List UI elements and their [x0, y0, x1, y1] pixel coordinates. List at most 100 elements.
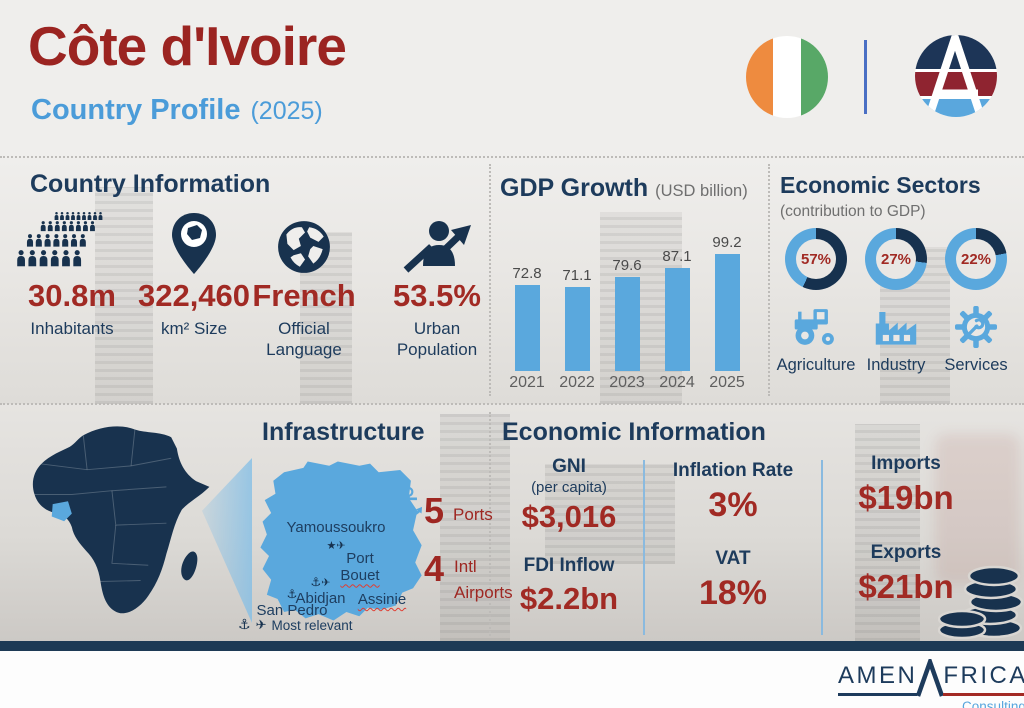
port-anchor-icon: ⚓ — [286, 587, 298, 601]
population-crowd-icon — [14, 206, 130, 276]
city-label-yamoussoukro: Yamoussoukro ★✈ — [266, 519, 406, 554]
tractor-icon — [793, 304, 839, 350]
cote-divoire-highlight — [51, 501, 72, 522]
stat-label: km² Size — [160, 318, 228, 338]
inflation-stat: Inflation Rate 3% — [648, 460, 818, 525]
stat-label: Exports — [870, 542, 942, 563]
stat-sublabel: (per capita) — [531, 478, 607, 496]
cote-divoire-map: Yamoussoukro ★✈ Port Bouet ⚓✈ Abidjan As… — [238, 455, 433, 633]
city-name: Yamoussoukro — [286, 519, 386, 536]
stat-label: Inflation Rate — [672, 460, 794, 481]
sector-label: Industry — [866, 356, 926, 374]
stat-label: FDI Inflow — [523, 555, 615, 576]
bar-value-label: 71.1 — [562, 267, 592, 284]
x-tick-label: 2025 — [709, 374, 745, 391]
city-label-assinie: Assinie — [346, 591, 418, 608]
bar-column-2024: 87.1 2024 — [652, 226, 702, 392]
page-subtitle: Country Profile (2025) — [31, 94, 323, 127]
stat-urban-population: 53.5% Urban Population — [378, 206, 496, 360]
bar-column-2023: 79.6 2023 — [602, 226, 652, 392]
industry-donut-chart: 27% — [865, 228, 927, 290]
fdi-stat: FDI Inflow $2.2bn — [495, 555, 643, 617]
city-name: Abidjan — [295, 590, 346, 608]
stat-inhabitants: 30.8m Inhabitants — [14, 206, 130, 339]
gdp-bar — [514, 285, 540, 371]
column-divider — [643, 460, 645, 635]
stat-label: Urban Population — [396, 318, 478, 359]
airports-stat: 4 Intl Airports — [424, 548, 520, 607]
divider — [489, 164, 491, 396]
gdp-bar-chart: 72.8 2021 71.1 2022 79.6 2023 87.1 2024 … — [502, 226, 760, 392]
factory-icon — [874, 304, 918, 350]
header-separator — [864, 40, 867, 114]
gdp-bar — [564, 287, 590, 371]
page-title: Côte d'Ivoire — [28, 15, 347, 77]
airport-plane-icon: ✈ — [321, 576, 331, 589]
sector-industry: 27% Industry — [856, 228, 936, 375]
agriculture-donut-chart: 57% — [785, 228, 847, 290]
services-donut-chart: 22% — [945, 228, 1007, 290]
divider — [489, 412, 491, 636]
gni-stat: GNI (per capita) $3,016 — [495, 456, 643, 535]
gdp-bar — [714, 254, 740, 371]
brand-amen: AMEN — [838, 662, 918, 696]
city-label-port-bouet: Port Bouet — [328, 550, 392, 585]
airports-count: 4 — [424, 548, 445, 589]
gdp-title-unit: (USD billion) — [655, 182, 748, 200]
country-information-title: Country Information — [30, 170, 271, 198]
economic-sectors-subtitle: (contribution to GDP) — [780, 203, 926, 220]
donut-percent-label: 22% — [960, 250, 992, 268]
stat-value: $2.2bn — [519, 580, 619, 616]
vat-stat: VAT 18% — [648, 548, 818, 613]
exports-stat: Exports $21bn — [826, 542, 986, 606]
airport-plane-icon: ✈ — [336, 539, 346, 553]
stat-value: $3,016 — [521, 498, 617, 534]
footer: AMEN FRICA Consulting — [0, 651, 1024, 708]
stat-label: Inhabitants — [30, 318, 114, 338]
x-tick-label: 2022 — [559, 374, 595, 391]
x-tick-label: 2023 — [609, 374, 645, 391]
airport-plane-icon: ✈ — [255, 617, 267, 633]
bar-value-label: 87.1 — [662, 248, 692, 265]
middle-divider — [0, 403, 1024, 405]
cote-divoire-flag-icon — [746, 36, 828, 118]
bar-value-label: 99.2 — [712, 234, 742, 251]
map-legend: ⚓ ✈ Most relevant — [238, 617, 388, 633]
economic-information-title: Economic Information — [502, 418, 766, 446]
gdp-bar — [614, 277, 640, 371]
subtitle-year: (2025) — [250, 97, 323, 125]
column-divider — [821, 460, 823, 635]
stat-size: 322,460 km² Size — [134, 206, 254, 339]
gdp-bar — [664, 268, 690, 371]
background-photo-top — [0, 157, 1024, 404]
bar-column-2025: 99.2 2025 — [702, 226, 752, 392]
stat-label: Imports — [871, 453, 941, 474]
subtitle-text: Country Profile — [31, 94, 241, 126]
stat-value: 3% — [708, 485, 758, 524]
ports-stat: 5 Ports — [424, 490, 493, 532]
footer-bar — [0, 641, 1024, 651]
x-tick-label: 2021 — [509, 374, 545, 391]
stat-value: 18% — [698, 573, 768, 612]
port-anchor-icon: ⚓ — [238, 617, 251, 633]
ports-count: 5 — [424, 490, 445, 531]
sector-agriculture: 57% Agriculture — [776, 228, 856, 375]
header-divider — [0, 156, 1024, 158]
bar-value-label: 79.6 — [612, 257, 642, 274]
bar-column-2021: 72.8 2021 — [502, 226, 552, 392]
infrastructure-title: Infrastructure — [262, 418, 425, 446]
bar-value-label: 72.8 — [512, 265, 542, 282]
gdp-title-text: GDP Growth — [500, 174, 649, 202]
donut-percent-label: 57% — [800, 250, 832, 268]
donut-percent-label: 27% — [880, 250, 912, 268]
globe-icon — [246, 206, 362, 276]
stat-value: $21bn — [858, 567, 954, 605]
capital-star-icon: ★ — [326, 539, 337, 553]
urban-growth-icon — [378, 206, 496, 276]
city-name: Port — [346, 550, 374, 567]
stat-language: French Official Language — [246, 206, 362, 360]
port-anchor-icon: ⚓ — [390, 480, 426, 526]
stat-label: Official Language — [266, 318, 342, 359]
coins-stack-icon — [938, 565, 1024, 640]
ports-label: Ports — [453, 505, 493, 524]
